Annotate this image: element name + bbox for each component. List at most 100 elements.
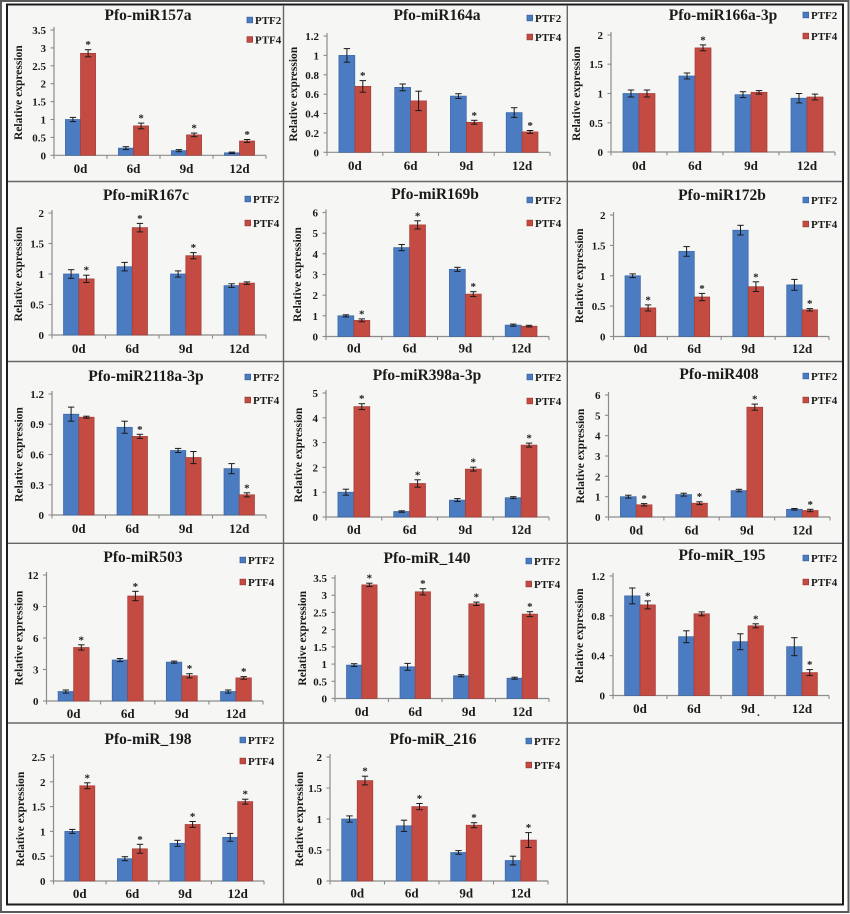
svg-text:2: 2 bbox=[600, 210, 606, 222]
svg-text:*: * bbox=[700, 34, 706, 46]
svg-text:Relative expression: Relative expression bbox=[293, 407, 305, 502]
svg-text:0: 0 bbox=[314, 147, 320, 159]
svg-text:1.5: 1.5 bbox=[592, 240, 606, 252]
svg-text:12d: 12d bbox=[792, 701, 813, 716]
svg-text:PTF2: PTF2 bbox=[535, 13, 562, 25]
svg-text:0: 0 bbox=[595, 512, 601, 524]
svg-text:PTF4: PTF4 bbox=[811, 395, 838, 407]
svg-text:1: 1 bbox=[595, 492, 601, 504]
svg-text:1: 1 bbox=[41, 115, 47, 127]
svg-text:Pfo-miR_216: Pfo-miR_216 bbox=[390, 731, 477, 748]
svg-text:12d: 12d bbox=[511, 522, 532, 537]
svg-text:6: 6 bbox=[313, 208, 319, 220]
svg-text:9: 9 bbox=[33, 602, 39, 614]
svg-text:2: 2 bbox=[41, 79, 47, 91]
svg-text:12d: 12d bbox=[228, 886, 249, 901]
svg-text:*: * bbox=[526, 822, 532, 834]
svg-text:6d: 6d bbox=[404, 158, 419, 173]
svg-text:*: * bbox=[753, 613, 759, 625]
svg-text:0: 0 bbox=[33, 696, 39, 708]
svg-text:PTF4: PTF4 bbox=[248, 756, 275, 768]
svg-text:5: 5 bbox=[595, 410, 601, 422]
svg-text:*: * bbox=[699, 283, 705, 295]
svg-text:*: * bbox=[527, 120, 533, 132]
svg-text:0d: 0d bbox=[74, 161, 89, 176]
svg-text:0.5: 0.5 bbox=[313, 676, 327, 688]
svg-text:Relative expression: Relative expression bbox=[292, 227, 304, 322]
svg-text:*: * bbox=[471, 281, 477, 293]
svg-text:PTF4: PTF4 bbox=[535, 396, 562, 408]
svg-text:9d: 9d bbox=[741, 341, 756, 356]
svg-text:0d: 0d bbox=[355, 704, 370, 719]
svg-text:2: 2 bbox=[317, 752, 323, 764]
svg-text:0d: 0d bbox=[348, 158, 363, 173]
svg-text:6: 6 bbox=[33, 633, 39, 645]
svg-text:1.2: 1.2 bbox=[30, 389, 44, 401]
svg-text:6d: 6d bbox=[403, 522, 418, 537]
svg-text:*: * bbox=[191, 123, 197, 135]
svg-text:*: * bbox=[807, 659, 813, 671]
svg-text:6d: 6d bbox=[125, 521, 140, 536]
svg-text:Relative expression: Relative expression bbox=[574, 228, 586, 323]
svg-text:5: 5 bbox=[313, 388, 319, 400]
svg-text:9d: 9d bbox=[179, 341, 194, 356]
svg-text:*: * bbox=[417, 793, 423, 805]
svg-text:9d: 9d bbox=[462, 704, 477, 719]
svg-text:1.5: 1.5 bbox=[308, 783, 322, 795]
svg-text:1: 1 bbox=[40, 826, 46, 838]
svg-text:PTF2: PTF2 bbox=[535, 372, 562, 384]
svg-text:Relative expression: Relative expression bbox=[14, 590, 26, 685]
svg-text:0: 0 bbox=[41, 150, 47, 162]
svg-text:*: * bbox=[645, 590, 651, 602]
svg-text:*: * bbox=[753, 271, 759, 283]
svg-text:Relative expression: Relative expression bbox=[15, 771, 27, 866]
svg-text:1: 1 bbox=[314, 50, 320, 62]
svg-text:3: 3 bbox=[322, 590, 328, 602]
svg-text:12d: 12d bbox=[229, 161, 250, 176]
svg-text:PTF4: PTF4 bbox=[535, 32, 562, 44]
svg-text:1.5: 1.5 bbox=[313, 642, 327, 654]
svg-text:*: * bbox=[807, 499, 813, 511]
svg-text:0d: 0d bbox=[634, 341, 649, 356]
svg-text:0: 0 bbox=[600, 332, 606, 344]
svg-text:PTF4: PTF4 bbox=[255, 35, 282, 47]
svg-text:0.5: 0.5 bbox=[308, 845, 322, 857]
svg-text:4: 4 bbox=[595, 431, 601, 443]
svg-text:*: * bbox=[526, 433, 532, 445]
svg-text:2: 2 bbox=[313, 290, 319, 302]
svg-text:1: 1 bbox=[598, 89, 604, 101]
svg-text:0: 0 bbox=[313, 332, 319, 344]
svg-text:0d: 0d bbox=[67, 706, 82, 721]
svg-text:1: 1 bbox=[600, 271, 606, 283]
svg-text:0: 0 bbox=[40, 876, 46, 888]
svg-text:3: 3 bbox=[41, 43, 47, 55]
svg-text:9d: 9d bbox=[459, 341, 474, 356]
svg-text:*: * bbox=[367, 573, 373, 585]
svg-text:2.5: 2.5 bbox=[313, 607, 327, 619]
svg-text:PTF2: PTF2 bbox=[255, 15, 282, 27]
svg-text:6d: 6d bbox=[688, 158, 703, 173]
svg-text:PTF2: PTF2 bbox=[811, 371, 838, 383]
svg-text:12d: 12d bbox=[792, 341, 813, 356]
svg-text:*: * bbox=[474, 592, 480, 604]
svg-text:PTF4: PTF4 bbox=[253, 218, 280, 230]
svg-text:*: * bbox=[190, 811, 196, 823]
svg-text:PTF2: PTF2 bbox=[534, 556, 561, 568]
svg-text:1: 1 bbox=[313, 487, 319, 499]
svg-text:*: * bbox=[241, 666, 247, 678]
svg-text:Pfo-miR166a-3p: Pfo-miR166a-3p bbox=[669, 7, 778, 24]
svg-text:9d: 9d bbox=[175, 706, 190, 721]
svg-text:Relative expression: Relative expression bbox=[574, 588, 586, 683]
svg-text:6d: 6d bbox=[685, 523, 700, 538]
svg-text:*: * bbox=[645, 294, 651, 306]
svg-text:0.4: 0.4 bbox=[591, 651, 605, 663]
svg-text:PTF4: PTF4 bbox=[811, 577, 838, 589]
svg-text:12d: 12d bbox=[512, 158, 533, 173]
svg-text:Relative expression: Relative expression bbox=[575, 408, 587, 503]
svg-text:6d: 6d bbox=[403, 341, 418, 356]
svg-text:1.5: 1.5 bbox=[32, 97, 46, 109]
svg-text:PTF4: PTF4 bbox=[248, 577, 275, 589]
svg-text:PTF2: PTF2 bbox=[811, 195, 838, 207]
svg-text:0.5: 0.5 bbox=[30, 300, 44, 312]
svg-text:9d: 9d bbox=[460, 158, 475, 173]
